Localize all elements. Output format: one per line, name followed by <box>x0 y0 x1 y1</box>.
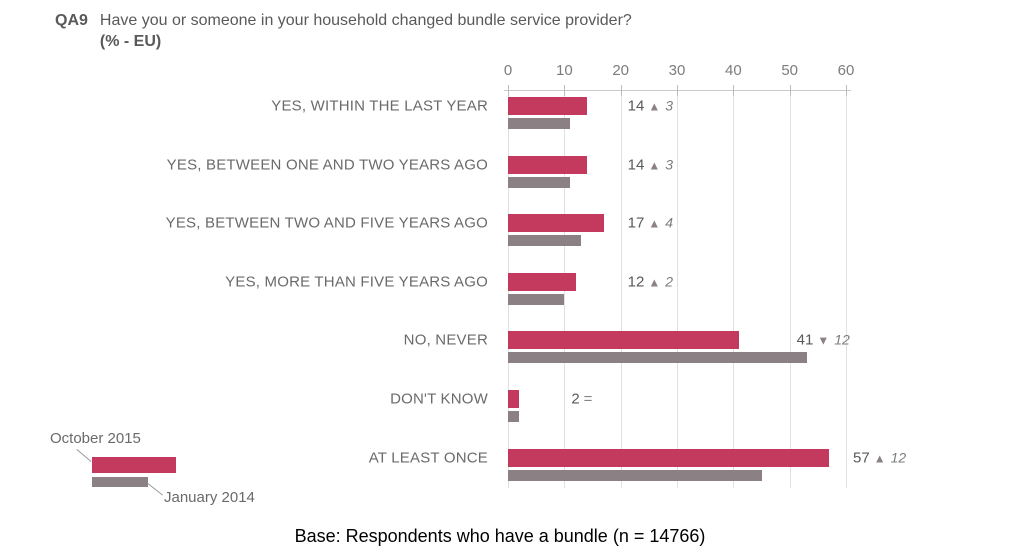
axis-tick-label: 50 <box>781 62 798 79</box>
category-label: YES, WITHIN THE LAST YEAR <box>271 97 488 115</box>
bar-january-2014 <box>508 352 807 364</box>
value-annotation: 14 ▲ 3 <box>628 98 673 115</box>
axis-tick <box>733 85 735 96</box>
legend-label-january-2014: January 2014 <box>164 489 255 506</box>
annotation-value: 2 <box>571 390 580 408</box>
axis-tick-label: 40 <box>724 62 742 79</box>
category-label: NO, NEVER <box>403 331 488 349</box>
axis-tick-label: 20 <box>612 62 629 79</box>
bar-january-2014 <box>508 235 582 247</box>
annotation-value: 12 <box>627 273 645 291</box>
axis-tick-label: 10 <box>555 62 573 79</box>
equals-icon: = <box>583 390 593 408</box>
axis-tick-label: 60 <box>837 62 855 79</box>
legend-swatch-january-2014 <box>92 477 148 487</box>
question-text: Have you or someone in your household ch… <box>99 12 632 29</box>
triangle-down-icon: ▼ <box>817 333 830 348</box>
base-note: Base: Respondents who have a bundle (n =… <box>294 526 706 546</box>
annotation-value: 14 <box>627 97 645 115</box>
annotation-delta: 3 <box>665 97 674 114</box>
axis-tick <box>508 85 509 96</box>
value-annotation: 14 ▲ 3 <box>628 156 673 173</box>
value-annotation: 12 ▲ 2 <box>628 273 673 290</box>
value-annotation: 57 ▲ 12 <box>853 449 906 466</box>
gridline <box>846 90 847 488</box>
axis-tick <box>620 85 622 96</box>
category-axis: YES, WITHIN THE LAST YEAR YES, BETWEEN ON… <box>0 90 498 490</box>
axis-tick-label: 0 <box>503 62 513 79</box>
legend-swatch-october-2015 <box>92 457 176 473</box>
gridline <box>620 90 622 488</box>
gridline <box>789 90 791 488</box>
value-annotation: 17 ▲ 4 <box>628 215 673 232</box>
annotation-delta: 3 <box>665 156 674 173</box>
gridline <box>677 90 678 488</box>
bar-october-2015 <box>508 272 576 291</box>
question-code: QA9 <box>55 12 88 29</box>
annotation-delta: 12 <box>890 449 907 466</box>
bar-october-2015 <box>508 331 739 350</box>
value-annotation: 41 ▼ 12 <box>797 332 850 349</box>
triangle-up-icon: ▲ <box>648 158 661 173</box>
category-label: YES, MORE THAN FIVE YEARS AGO <box>225 273 488 291</box>
category-label: YES, BETWEEN TWO AND FIVE YEARS AGO <box>165 214 488 232</box>
gridline <box>733 90 735 488</box>
legend-label-october-2015: October 2015 <box>50 430 141 447</box>
annotation-delta: 2 <box>665 273 674 290</box>
axis-tick-label: 30 <box>668 62 686 79</box>
bar-january-2014 <box>508 411 520 422</box>
annotation-delta: 12 <box>834 331 850 348</box>
axis-tick <box>846 85 847 96</box>
triangle-up-icon: ▲ <box>648 99 661 114</box>
category-label: DON'T KNOW <box>390 390 488 408</box>
annotation-delta: 4 <box>665 214 674 231</box>
bar-october-2015 <box>508 448 830 467</box>
annotation-value: 57 <box>853 449 870 467</box>
axis-tick <box>677 85 678 96</box>
category-label: AT LEAST ONCE <box>368 449 488 467</box>
triangle-up-icon: ▲ <box>873 451 886 466</box>
axis-tick <box>789 85 791 96</box>
bar-october-2015 <box>508 390 520 408</box>
value-annotation: 2 = <box>571 391 596 408</box>
bar-october-2015 <box>508 214 604 233</box>
annotation-value: 14 <box>627 156 645 174</box>
bar-october-2015 <box>508 97 587 115</box>
bar-january-2014 <box>508 118 570 129</box>
plot-area: 0 10 20 30 40 50 60 14 ▲ 3 14 ▲ 3 17 ▲ 4 12 ▲ 2 41 ▼ 12 2 = 57 ▲ 1… <box>504 62 906 490</box>
triangle-up-icon: ▲ <box>648 216 661 231</box>
annotation-value: 17 <box>627 214 645 232</box>
bar-january-2014 <box>508 176 570 188</box>
chart-subtitle: (% - EU) <box>99 33 162 50</box>
bar-january-2014 <box>508 469 762 481</box>
chart-title: QA9 Have you or someone in your househol… <box>55 10 632 52</box>
triangle-up-icon: ▲ <box>648 275 661 290</box>
axis-tick <box>564 85 566 96</box>
bar-october-2015 <box>508 155 587 174</box>
bar-january-2014 <box>508 293 565 305</box>
category-label: YES, BETWEEN ONE AND TWO YEARS AGO <box>166 156 488 174</box>
annotation-value: 41 <box>796 331 814 349</box>
